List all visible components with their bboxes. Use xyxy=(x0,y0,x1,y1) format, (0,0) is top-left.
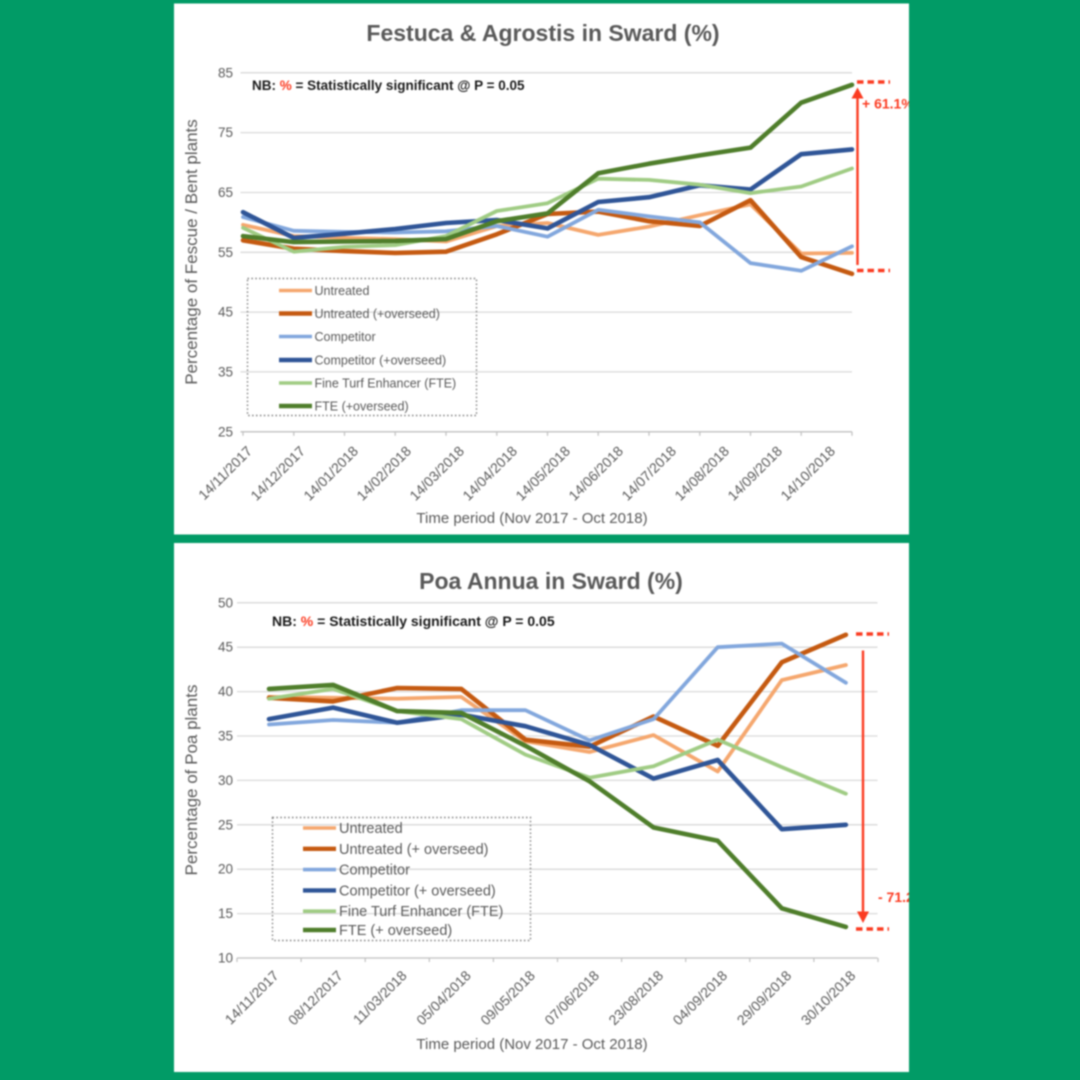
svg-text:25: 25 xyxy=(218,424,233,439)
svg-text:Competitor: Competitor xyxy=(315,330,376,344)
svg-text:15: 15 xyxy=(218,906,233,921)
svg-text:65: 65 xyxy=(218,185,233,200)
svg-text:+ 61.1%: + 61.1% xyxy=(862,96,914,112)
svg-text:35: 35 xyxy=(218,729,233,744)
svg-text:Time period (Nov 2017 - Oct 20: Time period (Nov 2017 - Oct 2018) xyxy=(416,510,647,527)
svg-text:NB: % = Statistically signific: NB: % = Statistically significant @ P = … xyxy=(272,613,555,629)
svg-text:FTE (+overseed): FTE (+overseed) xyxy=(315,400,409,414)
svg-text:Fine Turf Enhancer (FTE): Fine Turf Enhancer (FTE) xyxy=(315,377,457,391)
svg-text:75: 75 xyxy=(218,125,233,140)
svg-text:20: 20 xyxy=(218,862,233,877)
svg-text:Fine Turf Enhancer (FTE): Fine Turf Enhancer (FTE) xyxy=(339,904,503,920)
svg-text:Untreated: Untreated xyxy=(339,821,403,837)
svg-text:45: 45 xyxy=(218,305,233,320)
svg-text:25: 25 xyxy=(218,817,233,832)
svg-text:FTE (+ overseed): FTE (+ overseed) xyxy=(339,923,452,939)
svg-text:10: 10 xyxy=(218,951,233,966)
svg-text:Time period (Nov 2017 - Oct 20: Time period (Nov 2017 - Oct 2018) xyxy=(416,1036,647,1053)
svg-text:Untreated (+overseed): Untreated (+overseed) xyxy=(315,307,440,321)
svg-text:30: 30 xyxy=(218,773,233,788)
svg-text:Competitor (+ overseed): Competitor (+ overseed) xyxy=(339,883,496,899)
svg-text:Percentage of Fescue / Bent p: Percentage of Fescue / Bent plants xyxy=(182,119,201,385)
svg-text:50: 50 xyxy=(218,595,233,610)
svg-text:Untreated (+ overseed): Untreated (+ overseed) xyxy=(339,842,489,858)
svg-text:Percentage of Poa plants: Percentage of Poa plants xyxy=(182,685,201,876)
svg-text:NB: % = Statistically signific: NB: % = Statistically significant @ P = … xyxy=(252,78,525,93)
svg-text:Poa Annua in Sward (%): Poa Annua in Sward (%) xyxy=(419,568,683,594)
svg-text:55: 55 xyxy=(218,245,233,260)
svg-text:Competitor: Competitor xyxy=(339,863,410,879)
svg-text:40: 40 xyxy=(218,684,233,699)
svg-text:35: 35 xyxy=(218,364,233,379)
svg-text:85: 85 xyxy=(218,65,233,80)
svg-text:45: 45 xyxy=(218,640,233,655)
svg-text:Competitor (+overseed): Competitor (+overseed) xyxy=(315,354,447,368)
svg-text:Festuca & Agrostis in Sward (%: Festuca & Agrostis in Sward (%) xyxy=(366,20,719,46)
svg-text:Untreated: Untreated xyxy=(315,284,370,298)
